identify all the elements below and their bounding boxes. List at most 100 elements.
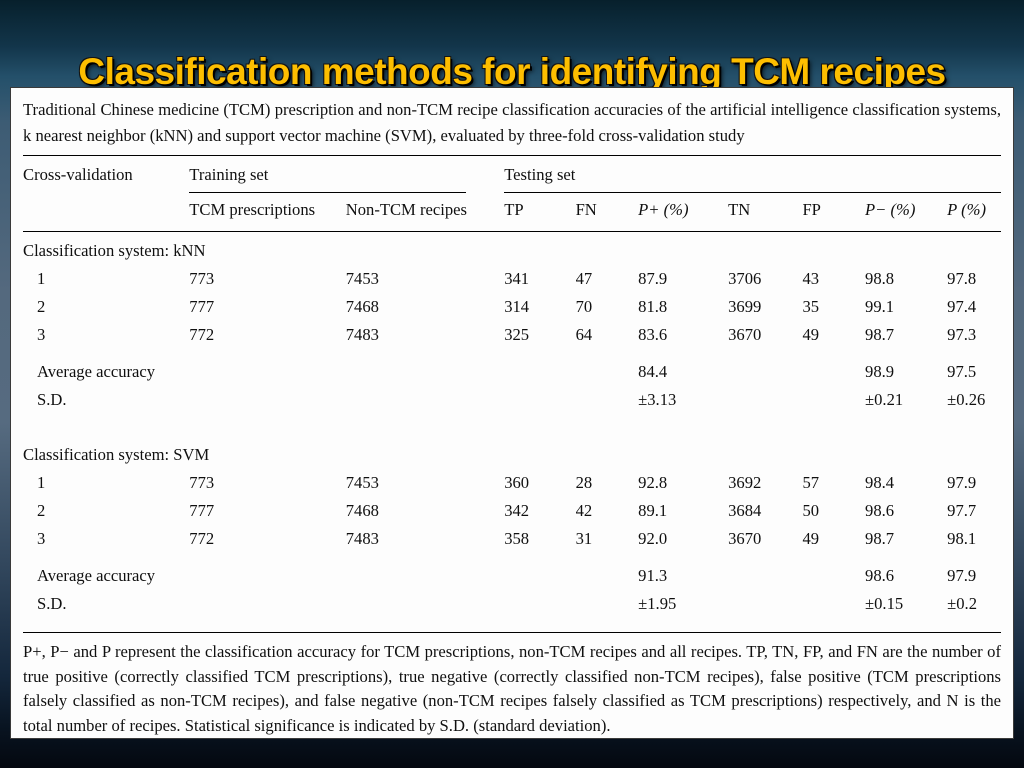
value-cell: 3699 (728, 297, 762, 317)
value-cell: 87.9 (638, 269, 668, 289)
value-cell: 777 (189, 501, 215, 521)
value-cell: 777 (189, 297, 215, 317)
table-body: Classification system: kNN 1 773 7453 341 47 8… (23, 232, 1001, 619)
value-cell: 97.7 (947, 501, 977, 521)
value-cell (189, 358, 345, 386)
section-header-row: Classification system: SVM (23, 436, 1001, 469)
summary-row: Average accuracy 91.3 98.6 97.9 (23, 562, 1001, 590)
row-label-cell: 1 (37, 269, 46, 289)
value-cell: ±0.2 (947, 594, 978, 614)
value-cell (346, 590, 504, 618)
summary-row: S.D. ±3.13 ±0.21 ±0.26 (23, 386, 1001, 414)
value-cell (802, 386, 865, 414)
value-cell: 97.3 (947, 325, 977, 345)
header-sub-row: TCM prescriptions Non-TCM recipes TP FN … (23, 193, 1001, 233)
value-cell: 91.3 (638, 566, 668, 586)
value-cell: 314 (504, 297, 530, 317)
value-cell: 89.1 (638, 501, 668, 521)
value-cell: 7453 (345, 473, 379, 493)
value-cell: 97.4 (947, 297, 977, 317)
spacer-cell (23, 414, 1001, 436)
row-label-cell: 3 (37, 529, 46, 549)
value-cell: 49 (802, 529, 820, 549)
col-group-testing-set: Testing set (504, 156, 1001, 194)
value-cell: 43 (802, 269, 820, 289)
rule-below-caption (23, 155, 1001, 157)
value-cell (346, 386, 504, 414)
col-header-fn: FN (575, 193, 639, 233)
testing-set-label: Testing set (504, 165, 1001, 194)
col-header-non-tcm-recipes: Non-TCM recipes (345, 193, 505, 233)
value-cell: ±1.95 (638, 594, 677, 614)
spacer-cell (23, 553, 1001, 562)
row-label-cell: 3 (37, 325, 46, 345)
value-cell: 360 (504, 473, 530, 493)
value-cell: 98.6 (865, 501, 895, 521)
col-header-p-minus: P− (%) (865, 193, 948, 233)
value-cell (802, 562, 865, 590)
value-cell: 97.9 (947, 473, 977, 493)
value-cell (576, 562, 639, 590)
value-cell (346, 562, 504, 590)
value-cell: 98.1 (947, 529, 977, 549)
col-header-tcm-prescriptions: TCM prescriptions (189, 193, 346, 233)
value-cell: 47 (575, 269, 593, 289)
value-cell: 341 (504, 269, 530, 289)
value-cell (504, 386, 575, 414)
results-table: Cross-validation Training set Testing se… (23, 156, 1001, 618)
value-cell: 42 (575, 501, 593, 521)
value-cell: 70 (575, 297, 593, 317)
table-panel: Traditional Chinese medicine (TCM) presc… (10, 87, 1014, 739)
value-cell (802, 590, 865, 618)
col-header-cross-validation: Cross-validation (23, 156, 190, 233)
value-cell: 3684 (728, 501, 762, 521)
value-cell (576, 358, 639, 386)
value-cell: 773 (189, 269, 215, 289)
value-cell: 98.7 (865, 325, 895, 345)
value-cell: 28 (575, 473, 593, 493)
value-cell (346, 358, 504, 386)
spacer-row (23, 349, 1001, 358)
value-cell: 342 (504, 501, 530, 521)
row-label-cell: S.D. (37, 594, 67, 614)
row-label-cell: 1 (37, 473, 46, 493)
value-cell: 35 (802, 297, 820, 317)
col-header-tp: TP (504, 193, 576, 233)
value-cell: 83.6 (638, 325, 668, 345)
summary-row: S.D. ±1.95 ±0.15 ±0.2 (23, 590, 1001, 618)
spacer-cell (23, 349, 1001, 358)
value-cell: 3670 (728, 325, 762, 345)
value-cell (504, 590, 575, 618)
value-cell (728, 590, 802, 618)
value-cell: 772 (189, 529, 215, 549)
col-header-p: P (%) (947, 193, 1001, 233)
value-cell: 7453 (345, 269, 379, 289)
row-label-cell: 2 (37, 297, 46, 317)
value-cell: 325 (504, 325, 530, 345)
table-footnote: P+, P− and P represent the classificatio… (23, 642, 1001, 735)
spacer-row (23, 553, 1001, 562)
spacer-row (23, 414, 1001, 436)
value-cell: 84.4 (638, 362, 668, 382)
value-cell: 98.7 (865, 529, 895, 549)
table-caption: Traditional Chinese medicine (TCM) presc… (23, 100, 1001, 145)
value-cell (728, 386, 802, 414)
value-cell: 773 (189, 473, 215, 493)
value-cell: 7468 (345, 501, 379, 521)
value-cell: 98.9 (865, 362, 895, 382)
col-group-training-set: Training set (189, 156, 504, 194)
value-cell: ±0.26 (947, 390, 986, 410)
value-cell (504, 562, 575, 590)
value-cell: 50 (802, 501, 820, 521)
col-header-tn: TN (728, 193, 803, 233)
value-cell: 64 (575, 325, 593, 345)
value-cell: 3706 (728, 269, 762, 289)
value-cell: 99.1 (865, 297, 895, 317)
value-cell (576, 386, 639, 414)
value-cell: 98.6 (865, 566, 895, 586)
value-cell: 7483 (345, 325, 379, 345)
col-header-p-plus: P+ (%) (638, 193, 729, 233)
value-cell: 358 (504, 529, 530, 549)
value-cell: 7468 (345, 297, 379, 317)
value-cell: 81.8 (638, 297, 668, 317)
